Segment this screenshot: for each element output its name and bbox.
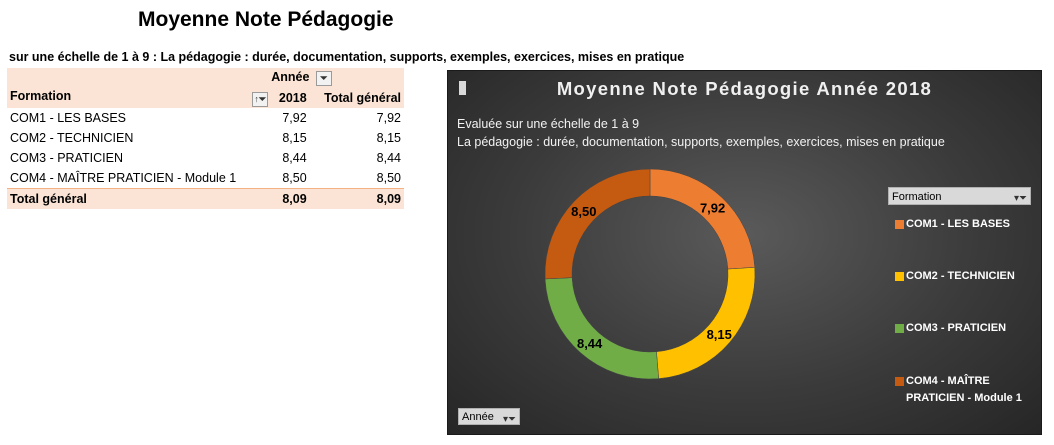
legend-item: COM3 - PRATICIEN [895, 320, 1041, 337]
legend-label: COM3 - PRATICIEN [906, 322, 1007, 334]
col-header-2018: 2018 [278, 91, 307, 105]
page-title: Moyenne Note Pédagogie [138, 8, 394, 31]
scale-note: sur une échelle de 1 à 9 : La pédagogie … [9, 50, 685, 64]
legend-item: COM2 - TECHNICIEN [895, 268, 1041, 285]
pivot-chart[interactable]: Moyenne Note Pédagogie Année 2018 Evalué… [447, 70, 1042, 435]
donut-slice [656, 267, 756, 379]
table-row: COM3 - PRATICIEN 8,44 8,44 [7, 148, 404, 168]
donut-chart: 7,92 8,15 8,44 8,50 [544, 168, 756, 380]
donut-slice [544, 168, 651, 280]
data-label: 8,44 [577, 336, 603, 351]
year-field-label: Année [462, 411, 494, 423]
row-value-2018: 8,15 [282, 131, 307, 145]
total-label: Total général [7, 188, 272, 209]
row-value-total: 7,92 [376, 111, 401, 125]
legend-label: COM4 - MAÎTRE PRATICIEN - Module 1 [906, 375, 1022, 404]
legend-field-label: Formation [892, 191, 942, 203]
row-value-total: 8,15 [376, 131, 401, 145]
row-value-2018: 8,50 [282, 171, 307, 185]
data-label: 8,15 [707, 327, 732, 342]
chart-subtitle: Evaluée sur une échelle de 1 à 9 La péda… [457, 115, 945, 151]
chart-grip-handle[interactable] [459, 81, 466, 95]
pivot-header-row: Formation ↑⏷ 2018 Total général [7, 88, 404, 108]
total-value-total: 8,09 [309, 188, 404, 209]
row-label: COM2 - TECHNICIEN [10, 131, 134, 145]
legend-swatch [895, 272, 904, 281]
row-value-2018: 7,92 [282, 111, 307, 125]
row-value-2018: 8,44 [282, 151, 307, 165]
pivot-table: Année ⏷ Formation ↑⏷ 2018 Total général … [7, 68, 404, 209]
col-header-total: Total général [324, 91, 401, 105]
donut-slice [544, 277, 659, 380]
legend-swatch [895, 220, 904, 229]
donut-slice [649, 168, 756, 270]
row-field-label: Formation [10, 89, 72, 103]
table-row: COM2 - TECHNICIEN 8,15 8,15 [7, 128, 404, 148]
data-label: 8,50 [571, 204, 596, 219]
legend-swatch [895, 377, 904, 386]
table-row: COM4 - MAÎTRE PRATICIEN - Module 1 8,50 … [7, 168, 404, 189]
legend-swatch [895, 324, 904, 333]
filter-dropdown-icon: ▾⏷ [502, 414, 516, 425]
chart-subtitle-line: Evaluée sur une échelle de 1 à 9 [457, 117, 640, 131]
row-value-total: 8,50 [376, 171, 401, 185]
legend-item: COM1 - LES BASES [895, 216, 1041, 233]
row-label: COM3 - PRATICIEN [10, 151, 123, 165]
filter-dropdown-icon: ▾⏷ [1013, 193, 1027, 204]
row-sort-filter-icon[interactable]: ↑⏷ [252, 92, 269, 107]
data-label: 7,92 [700, 200, 725, 215]
table-row: COM1 - LES BASES 7,92 7,92 [7, 108, 404, 128]
total-value-2018: 8,09 [271, 188, 310, 209]
row-label: COM4 - MAÎTRE PRATICIEN - Module 1 [10, 171, 237, 185]
total-row: Total général 8,09 8,09 [7, 188, 404, 209]
legend-field-filter[interactable]: Formation ▾⏷ [888, 187, 1031, 205]
year-field-filter[interactable]: Année ▾⏷ [458, 408, 520, 425]
row-label: COM1 - LES BASES [10, 111, 127, 125]
legend-item: COM4 - MAÎTRE PRATICIEN - Module 1 [895, 373, 1041, 407]
legend-label: COM1 - LES BASES [906, 218, 1010, 230]
column-field-label: Année [271, 70, 310, 85]
legend-label: COM2 - TECHNICIEN [906, 270, 1015, 282]
row-value-total: 8,44 [376, 151, 401, 165]
chart-subtitle-line: La pédagogie : durée, documentation, sup… [457, 135, 945, 149]
pivot-column-header-row: Année ⏷ [7, 68, 404, 88]
column-filter-icon[interactable]: ⏷ [315, 70, 332, 86]
chart-title: Moyenne Note Pédagogie Année 2018 [556, 78, 933, 99]
